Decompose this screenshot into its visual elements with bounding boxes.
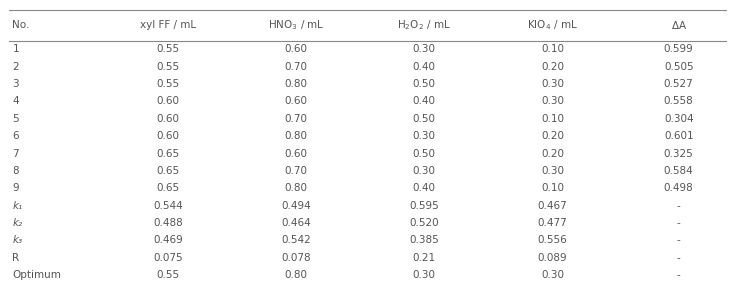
Text: 0.520: 0.520 — [409, 218, 439, 228]
Text: -: - — [677, 270, 681, 280]
Text: 0.60: 0.60 — [157, 97, 179, 106]
Text: 0.601: 0.601 — [664, 131, 694, 141]
Text: 0.469: 0.469 — [153, 235, 183, 245]
Text: 0.70: 0.70 — [284, 166, 308, 176]
Text: 0.55: 0.55 — [157, 79, 179, 89]
Text: 9: 9 — [12, 183, 19, 193]
Text: 0.60: 0.60 — [157, 131, 179, 141]
Text: k₂: k₂ — [12, 218, 23, 228]
Text: 0.10: 0.10 — [541, 114, 564, 124]
Text: 0.60: 0.60 — [284, 149, 308, 158]
Text: 0.60: 0.60 — [284, 44, 308, 54]
Text: 0.556: 0.556 — [537, 235, 567, 245]
Text: -: - — [677, 201, 681, 211]
Text: 0.50: 0.50 — [413, 114, 436, 124]
Text: 0.40: 0.40 — [413, 97, 436, 106]
Text: xyl FF / mL: xyl FF / mL — [140, 20, 196, 30]
Text: 0.584: 0.584 — [664, 166, 694, 176]
Text: HNO$_3$ / mL: HNO$_3$ / mL — [268, 18, 324, 32]
Text: k₃: k₃ — [12, 235, 23, 245]
Text: 0.30: 0.30 — [413, 270, 436, 280]
Text: 0.498: 0.498 — [664, 183, 694, 193]
Text: 0.60: 0.60 — [284, 97, 308, 106]
Text: No.: No. — [12, 20, 29, 30]
Text: 0.30: 0.30 — [541, 270, 564, 280]
Text: 0.542: 0.542 — [282, 235, 311, 245]
Text: 0.50: 0.50 — [413, 149, 436, 158]
Text: 4: 4 — [12, 97, 19, 106]
Text: 0.30: 0.30 — [413, 166, 436, 176]
Text: 0.65: 0.65 — [157, 149, 179, 158]
Text: 0.20: 0.20 — [541, 62, 564, 72]
Text: 0.10: 0.10 — [541, 44, 564, 54]
Text: 1: 1 — [12, 44, 19, 54]
Text: 0.089: 0.089 — [537, 253, 567, 263]
Text: 0.30: 0.30 — [541, 166, 564, 176]
Text: 0.55: 0.55 — [157, 270, 179, 280]
Text: $\Delta$A: $\Delta$A — [670, 19, 686, 31]
Text: 0.078: 0.078 — [282, 253, 311, 263]
Text: 0.55: 0.55 — [157, 62, 179, 72]
Text: 0.30: 0.30 — [413, 44, 436, 54]
Text: 0.477: 0.477 — [537, 218, 567, 228]
Text: 3: 3 — [12, 79, 19, 89]
Text: 0.30: 0.30 — [541, 97, 564, 106]
Text: 2: 2 — [12, 62, 19, 72]
Text: 0.325: 0.325 — [664, 149, 694, 158]
Text: H$_2$O$_2$ / mL: H$_2$O$_2$ / mL — [398, 18, 451, 32]
Text: 0.464: 0.464 — [282, 218, 311, 228]
Text: 6: 6 — [12, 131, 19, 141]
Text: 0.494: 0.494 — [282, 201, 311, 211]
Text: 0.80: 0.80 — [284, 79, 308, 89]
Text: -: - — [677, 235, 681, 245]
Text: 0.65: 0.65 — [157, 166, 179, 176]
Text: 0.20: 0.20 — [541, 149, 564, 158]
Text: 7: 7 — [12, 149, 19, 158]
Text: 0.544: 0.544 — [153, 201, 183, 211]
Text: 0.595: 0.595 — [409, 201, 439, 211]
Text: 0.599: 0.599 — [664, 44, 694, 54]
Text: 0.075: 0.075 — [153, 253, 183, 263]
Text: 0.488: 0.488 — [153, 218, 183, 228]
Text: R: R — [12, 253, 20, 263]
Text: 0.80: 0.80 — [284, 131, 308, 141]
Text: 0.505: 0.505 — [664, 62, 694, 72]
Text: 5: 5 — [12, 114, 19, 124]
Text: KIO$_4$ / mL: KIO$_4$ / mL — [527, 18, 578, 32]
Text: 0.527: 0.527 — [664, 79, 694, 89]
Text: 0.70: 0.70 — [284, 114, 308, 124]
Text: 0.40: 0.40 — [413, 183, 436, 193]
Text: 0.30: 0.30 — [413, 131, 436, 141]
Text: 8: 8 — [12, 166, 19, 176]
Text: -: - — [677, 218, 681, 228]
Text: -: - — [677, 253, 681, 263]
Text: 0.50: 0.50 — [413, 79, 436, 89]
Text: 0.30: 0.30 — [541, 79, 564, 89]
Text: 0.21: 0.21 — [412, 253, 436, 263]
Text: 0.558: 0.558 — [664, 97, 694, 106]
Text: 0.40: 0.40 — [413, 62, 436, 72]
Text: 0.10: 0.10 — [541, 183, 564, 193]
Text: 0.60: 0.60 — [157, 114, 179, 124]
Text: 0.65: 0.65 — [157, 183, 179, 193]
Text: 0.70: 0.70 — [284, 62, 308, 72]
Text: 0.304: 0.304 — [664, 114, 694, 124]
Text: 0.80: 0.80 — [284, 183, 308, 193]
Text: k₁: k₁ — [12, 201, 23, 211]
Text: 0.55: 0.55 — [157, 44, 179, 54]
Text: 0.20: 0.20 — [541, 131, 564, 141]
Text: 0.467: 0.467 — [537, 201, 567, 211]
Text: 0.80: 0.80 — [284, 270, 308, 280]
Text: 0.385: 0.385 — [409, 235, 439, 245]
Text: Optimum: Optimum — [12, 270, 61, 280]
